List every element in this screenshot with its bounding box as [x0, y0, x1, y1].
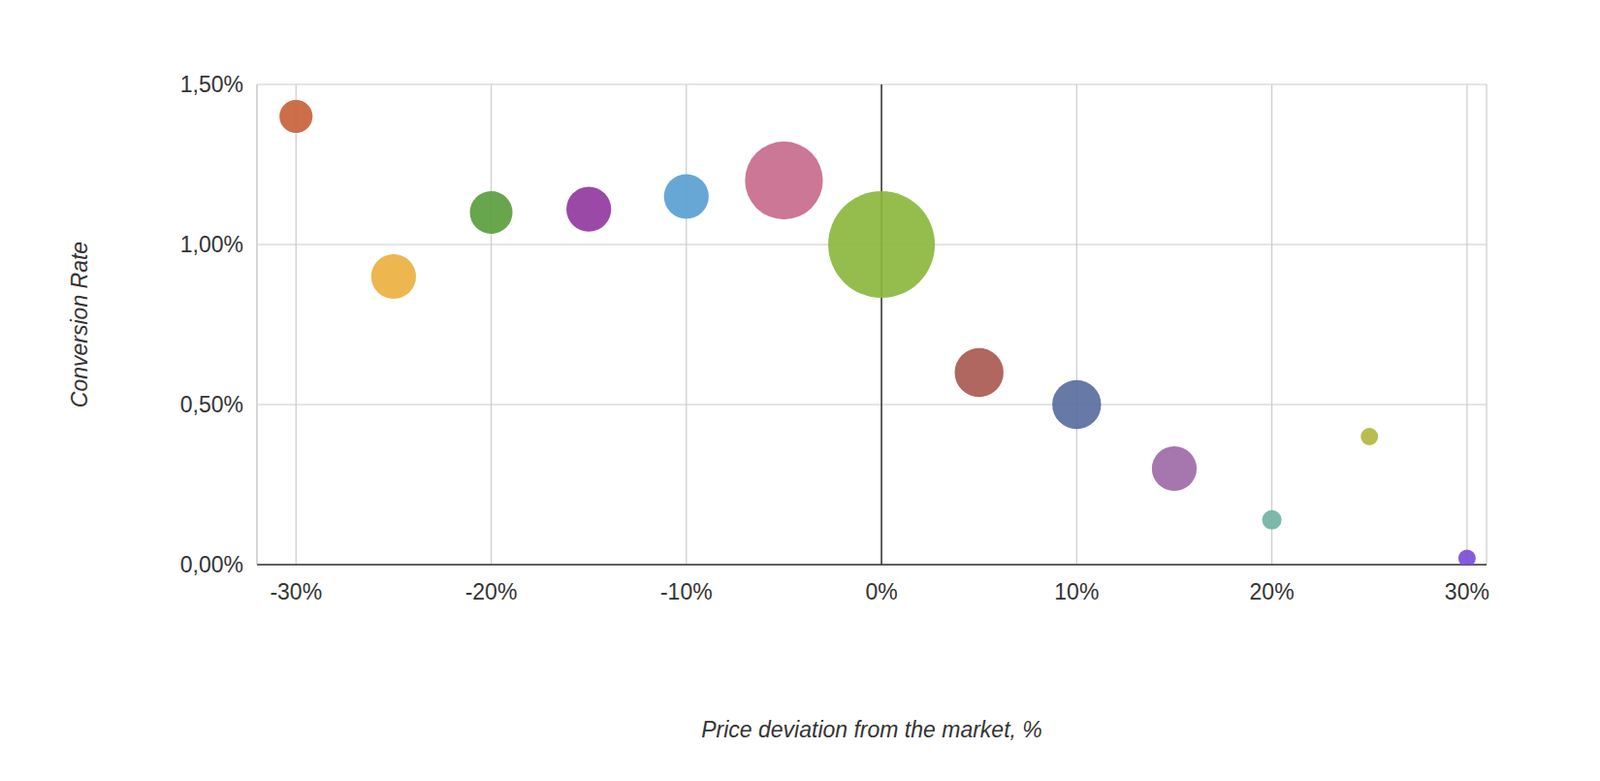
svg-text:-10%: -10% [660, 578, 713, 605]
svg-text:-30%: -30% [269, 578, 322, 605]
svg-text:-20%: -20% [465, 578, 518, 605]
svg-text:30%: 30% [1444, 578, 1490, 605]
svg-text:Conversion Rate: Conversion Rate [66, 241, 93, 408]
svg-text:0%: 0% [864, 578, 897, 605]
svg-text:1,50%: 1,50% [180, 71, 244, 97]
svg-text:Price deviation from the marke: Price deviation from the market, % [701, 716, 1043, 742]
svg-text:0,50%: 0,50% [180, 391, 244, 417]
svg-text:1,00%: 1,00% [180, 231, 244, 257]
svg-text:20%: 20% [1249, 578, 1295, 605]
svg-text:10%: 10% [1054, 578, 1099, 605]
svg-text:0,00%: 0,00% [180, 551, 244, 577]
